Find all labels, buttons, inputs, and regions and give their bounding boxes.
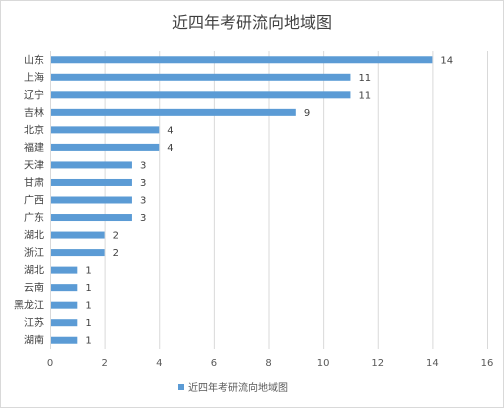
x-tick-label: 14 [426, 358, 439, 369]
category-label: 云南 [24, 281, 44, 294]
category-label: 江苏 [24, 316, 44, 329]
category-label: 黑龙江 [14, 299, 44, 312]
bar [51, 143, 160, 151]
x-tick-label: 4 [156, 358, 162, 369]
bar [51, 108, 296, 116]
data-label: 4 [167, 125, 173, 136]
category-label: 吉林 [24, 106, 44, 119]
bar [51, 301, 78, 309]
bar [51, 73, 351, 81]
x-tick-label: 12 [371, 358, 384, 369]
bar [51, 196, 132, 204]
category-label: 湖南 [24, 334, 44, 347]
bar [51, 178, 132, 186]
category-label: 浙江 [24, 247, 44, 259]
data-label: 3 [140, 213, 146, 224]
category-label: 福建 [24, 141, 44, 154]
bar [51, 161, 132, 169]
data-label: 1 [85, 336, 91, 347]
gridlines [50, 51, 488, 349]
category-label: 上海 [24, 71, 44, 84]
bar [51, 56, 433, 64]
bar [51, 214, 132, 222]
category-label: 甘肃 [24, 176, 44, 189]
data-label: 1 [85, 266, 91, 277]
category-label: 湖北 [24, 265, 44, 277]
data-label: 3 [140, 160, 146, 171]
bar [51, 126, 160, 134]
x-tick-label: 10 [317, 358, 330, 369]
data-label: 3 [140, 196, 146, 207]
category-label: 北京 [24, 123, 44, 136]
category-label: 广西 [24, 195, 44, 207]
legend-swatch [178, 384, 184, 390]
legend-label: 近四年考研流向地域图 [188, 381, 288, 394]
bar [51, 249, 105, 257]
bar [51, 231, 105, 239]
category-label: 辽宁 [24, 88, 44, 101]
x-tick-label: 8 [265, 358, 271, 369]
data-label: 11 [358, 90, 371, 101]
data-label: 11 [358, 73, 371, 84]
x-tick-label: 2 [101, 358, 107, 369]
category-label: 广东 [24, 211, 44, 224]
bar [51, 91, 351, 99]
x-tick-label: 16 [481, 358, 494, 369]
data-label: 1 [85, 318, 91, 329]
x-tick-label: 0 [47, 358, 53, 369]
data-label: 2 [113, 248, 119, 259]
chart-title: 近四年考研流向地域图 [172, 13, 332, 32]
data-label: 4 [167, 143, 173, 154]
value-axis-labels: 0 2 4 6 8 10 12 14 16 [47, 358, 494, 369]
data-label: 2 [113, 231, 119, 242]
legend: 近四年考研流向地域图 [178, 381, 288, 394]
category-label: 湖北 [24, 230, 44, 242]
data-label: 1 [85, 301, 91, 312]
data-label: 14 [440, 55, 453, 66]
bar [51, 284, 78, 292]
data-label: 3 [140, 178, 146, 189]
category-label: 山东 [24, 53, 44, 66]
bar [51, 336, 78, 344]
bar-series [51, 56, 433, 344]
x-tick-label: 6 [211, 358, 217, 369]
data-label: 1 [85, 283, 91, 294]
bar [51, 266, 78, 274]
category-label: 天津 [24, 159, 44, 171]
bar [51, 319, 78, 327]
data-label: 9 [304, 108, 310, 119]
